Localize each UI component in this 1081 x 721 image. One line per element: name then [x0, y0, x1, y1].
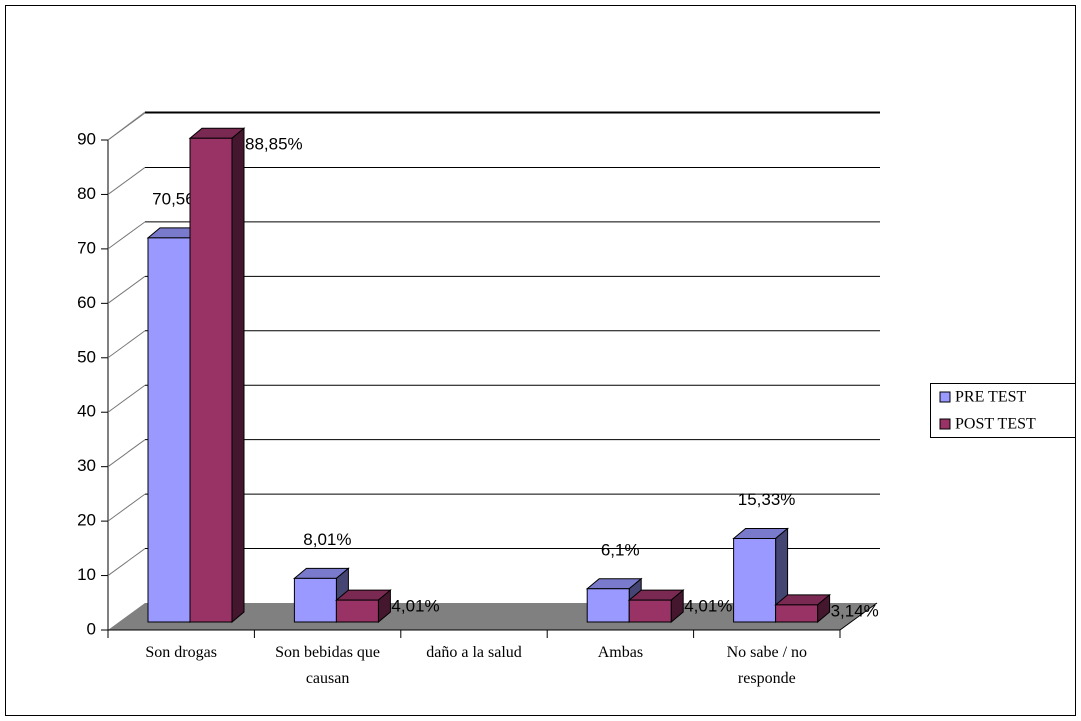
grid-line-side: [107, 493, 146, 522]
grid-line-side: [107, 275, 146, 304]
value-label: 15,33%: [738, 490, 796, 509]
value-label: 4,01%: [391, 597, 439, 616]
bar-face: [147, 237, 191, 623]
grid-line-side: [107, 221, 146, 250]
grid-line-side: [107, 167, 146, 195]
value-label: 8,01%: [303, 530, 351, 549]
legend-label: POST TEST: [955, 416, 1036, 433]
floor-edge: [839, 602, 878, 631]
bar: [627, 589, 685, 624]
bar: [335, 589, 392, 624]
value-label: 3,14%: [831, 601, 879, 620]
y-tick-label: 30: [77, 456, 96, 475]
x-tick-label: Ambas: [597, 644, 644, 661]
bar: [774, 593, 831, 624]
y-tick-label: 0: [87, 619, 96, 638]
bar-face: [293, 577, 337, 623]
y-tick-label: 50: [77, 347, 96, 366]
bar: [293, 567, 350, 624]
y-tick-label: 10: [77, 565, 96, 584]
grid-line-side: [107, 330, 146, 359]
grid-line-side: [107, 548, 146, 576]
legend: [930, 383, 1076, 438]
x-tick-label: No sabe / no responde: [726, 644, 808, 687]
bar-face: [335, 599, 379, 623]
bar-face: [231, 127, 245, 624]
y-tick-label: 40: [77, 402, 96, 421]
bar-face: [586, 588, 630, 623]
chart-border: [5, 5, 1076, 716]
grid-line-side: [107, 384, 146, 413]
bar-face: [775, 604, 819, 623]
bar-face: [628, 599, 672, 623]
value-label: 4,01%: [684, 597, 732, 616]
legend-label: PRE TEST: [955, 389, 1027, 406]
legend-swatch: [939, 418, 951, 430]
y-tick-label: 60: [77, 293, 96, 312]
bar-face: [189, 137, 233, 623]
y-tick-label: 20: [77, 511, 96, 530]
x-tick-label: Son drogas: [145, 644, 217, 661]
bar-face: [733, 538, 777, 623]
x-tick-label: Son bebidas que causan: [275, 644, 381, 687]
x-tick-label: daño a la salud: [426, 644, 522, 661]
value-label: 6,1%: [601, 540, 640, 559]
value-label: 88,85%: [245, 135, 303, 154]
bar: [188, 127, 246, 624]
y-tick-label: 70: [77, 238, 96, 257]
bar: [732, 527, 789, 624]
y-tick-label: 80: [77, 184, 96, 203]
legend-swatch: [939, 391, 951, 403]
grid-line-side: [107, 439, 146, 468]
y-tick-label: 90: [77, 129, 96, 148]
grid-line-side: [107, 112, 146, 141]
